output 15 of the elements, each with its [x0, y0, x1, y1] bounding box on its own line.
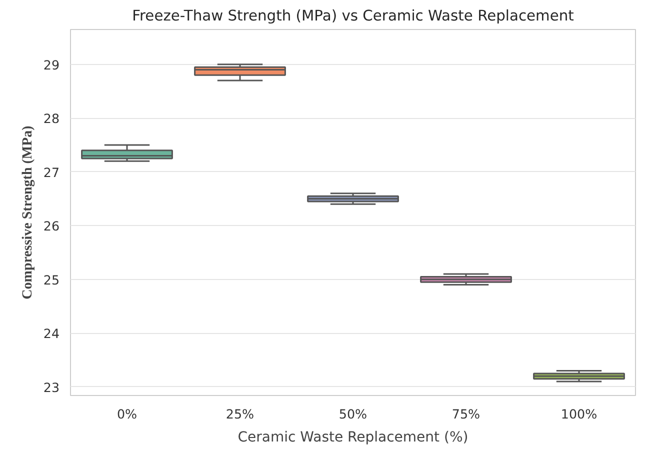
x-axis-title: Ceramic Waste Replacement (%) [238, 430, 468, 446]
x-tick-label: 75% [452, 406, 480, 422]
y-tick-label: 28 [43, 111, 60, 126]
chart-title: Freeze-Thaw Strength (MPa) vs Ceramic Waste Replacement [132, 8, 574, 24]
y-axis-title: Compressive Strength (MPa) [20, 125, 36, 300]
x-tick-label: 25% [226, 406, 254, 422]
y-tick-label: 23 [43, 380, 60, 395]
y-tick-label: 26 [43, 218, 60, 234]
y-tick-label: 27 [43, 164, 60, 180]
x-tick-label: 100% [560, 406, 598, 422]
y-tick-label: 25 [43, 272, 60, 288]
y-tick-label: 24 [43, 326, 60, 342]
x-tick-label: 0% [116, 406, 138, 422]
x-tick-label: 50% [338, 406, 368, 422]
y-tick-label: 29 [43, 57, 60, 72]
